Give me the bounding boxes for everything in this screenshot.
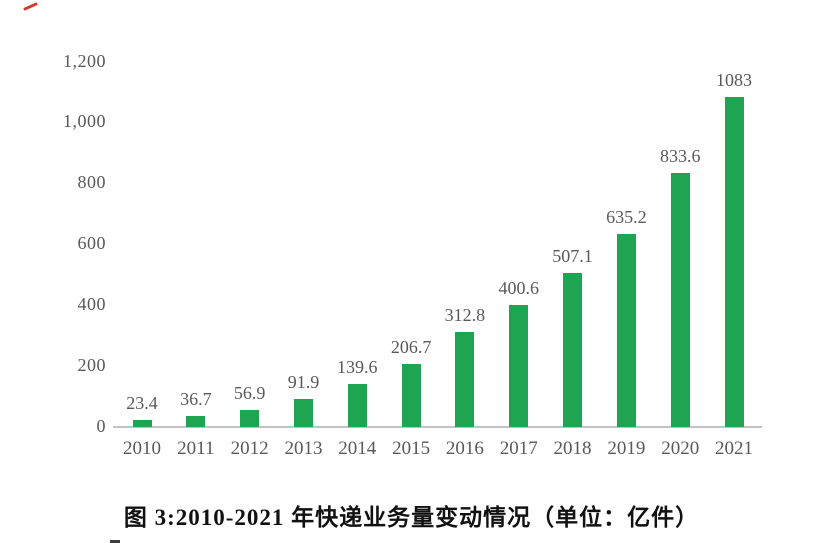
bar-value-label: 56.9 [233, 383, 266, 403]
y-axis-tick-label: 600 [77, 233, 106, 254]
x-axis-tick-label: 2017 [499, 438, 538, 459]
bar-2014 [347, 384, 367, 427]
bar-2011 [186, 416, 206, 427]
bar-value-label: 635.2 [606, 207, 647, 227]
bar-2021 [724, 97, 744, 427]
bar-value-label: 507.1 [552, 246, 593, 266]
bar-2013 [293, 399, 313, 427]
bar-2020 [670, 173, 690, 427]
x-axis-tick-label: 2014 [338, 438, 377, 459]
bar-value-label: 23.4 [126, 393, 158, 413]
bar-2015 [401, 364, 421, 427]
bar-2016 [455, 332, 475, 427]
x-axis-tick-label: 2012 [230, 438, 269, 459]
x-axis-tick-label: 2013 [284, 438, 323, 459]
bar-value-label: 139.6 [337, 357, 378, 377]
x-axis-tick-label: 2011 [177, 438, 215, 459]
cutoff-text-fragment [110, 540, 120, 543]
bar-2019 [616, 234, 636, 427]
bar-value-label: 833.6 [659, 146, 701, 166]
bar-value-label: 206.7 [390, 337, 432, 357]
x-axis-tick-label: 2021 [715, 438, 754, 459]
bar-value-label: 312.8 [444, 305, 486, 325]
y-axis-tick-label: 400 [77, 294, 106, 315]
y-axis-tick-label: 1,000 [63, 111, 106, 132]
x-axis-tick-label: 2019 [607, 438, 646, 459]
y-axis-tick-label: 200 [77, 355, 106, 376]
bar-2010 [132, 420, 152, 427]
chart-caption: 图 3:2010-2021 年快递业务量变动情况（单位：亿件） [123, 505, 700, 530]
bar-value-label: 1083 [716, 70, 753, 90]
x-axis-tick-label: 2016 [445, 438, 484, 459]
y-axis-tick-label: 1,200 [63, 50, 106, 71]
bar-2017 [509, 305, 529, 427]
bar-2012 [240, 410, 260, 427]
x-axis-tick-label: 2010 [123, 438, 161, 459]
x-axis-tick-label: 2020 [661, 438, 700, 459]
bar-2018 [563, 273, 583, 427]
y-axis-tick-label: 800 [77, 172, 106, 193]
x-axis-line [113, 426, 762, 428]
x-axis-tick-label: 2018 [553, 438, 592, 459]
y-axis-tick-label: 0 [96, 416, 106, 436]
bar-value-label: 400.6 [498, 278, 539, 298]
x-axis-tick-label: 2015 [392, 438, 431, 459]
red-scribble-mark [23, 2, 38, 11]
bar-value-label: 91.9 [287, 372, 320, 392]
bar-value-label: 36.7 [180, 389, 212, 409]
